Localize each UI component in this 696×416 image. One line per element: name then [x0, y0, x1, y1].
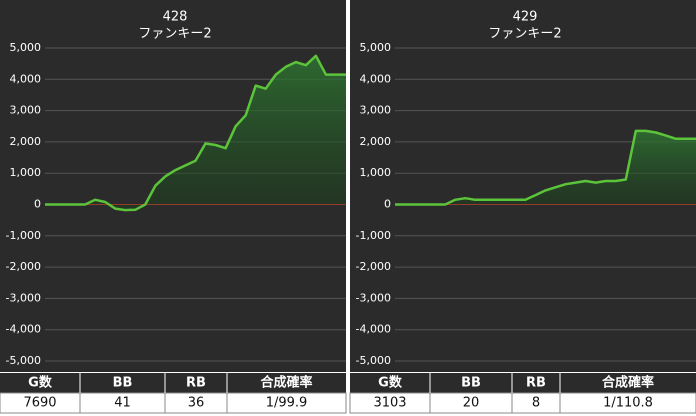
table-header-cell: BB	[113, 376, 133, 391]
y-tick-label: 2,000	[10, 135, 42, 148]
chart-title: 428	[163, 10, 188, 25]
y-tick-label: 3,000	[10, 104, 42, 117]
y-tick-label: 1,000	[10, 166, 42, 179]
y-tick-label: 0	[384, 198, 391, 211]
table-cell: 1/110.8	[603, 396, 653, 411]
table-header-cell: G数	[28, 375, 53, 391]
y-tick-label: 5,000	[360, 41, 392, 54]
table-body-background	[0, 392, 347, 414]
line	[395, 129, 696, 206]
chart-subtitle: ファンキー2	[138, 27, 211, 42]
table-header-background	[350, 373, 696, 393]
table-header-cell: G数	[378, 375, 403, 391]
line	[45, 54, 346, 212]
table-cell: 1/99.9	[266, 396, 308, 411]
area	[395, 130, 696, 205]
y-tick-label: 5,000	[10, 41, 42, 54]
table-header-cell: RB	[526, 376, 546, 391]
chart-subtitle: ファンキー2	[488, 27, 561, 42]
table-header-cell: 合成確率	[260, 375, 312, 391]
y-tick-label: 4,000	[360, 72, 392, 85]
y-tick-label: -4,000	[6, 323, 41, 336]
y-tick-label: -2,000	[356, 260, 391, 273]
table-body-background	[349, 392, 696, 414]
y-tick-label: -4,000	[356, 323, 391, 336]
chart-title: 429	[513, 10, 538, 25]
table-header-cell: BB	[461, 376, 481, 391]
y-tick-label: 2,000	[360, 135, 392, 148]
y-tick-label: 4,000	[10, 72, 42, 85]
table-cell: 36	[188, 396, 205, 411]
y-tick-label: -1,000	[6, 229, 41, 242]
table-cell: 41	[114, 396, 131, 411]
y-tick-label: -2,000	[6, 260, 41, 273]
y-tick-label: -5,000	[6, 354, 41, 367]
y-tick-label: 0	[34, 198, 41, 211]
table-cell: 7690	[23, 396, 56, 411]
y-tick-label: -1,000	[356, 229, 391, 242]
table-header-cell: RB	[186, 376, 206, 391]
table-cell: 3103	[373, 396, 406, 411]
table-cell: 20	[463, 396, 480, 411]
y-tick-label: 1,000	[360, 166, 392, 179]
y-tick-label: -5,000	[356, 354, 391, 367]
y-tick-label: 3,000	[360, 104, 392, 117]
area	[45, 55, 346, 211]
table-header-cell: 合成確率	[602, 375, 654, 391]
y-tick-label: -3,000	[6, 291, 41, 304]
table-header-background	[0, 373, 346, 393]
y-tick-label: -3,000	[356, 291, 391, 304]
table-cell: 8	[532, 396, 540, 411]
